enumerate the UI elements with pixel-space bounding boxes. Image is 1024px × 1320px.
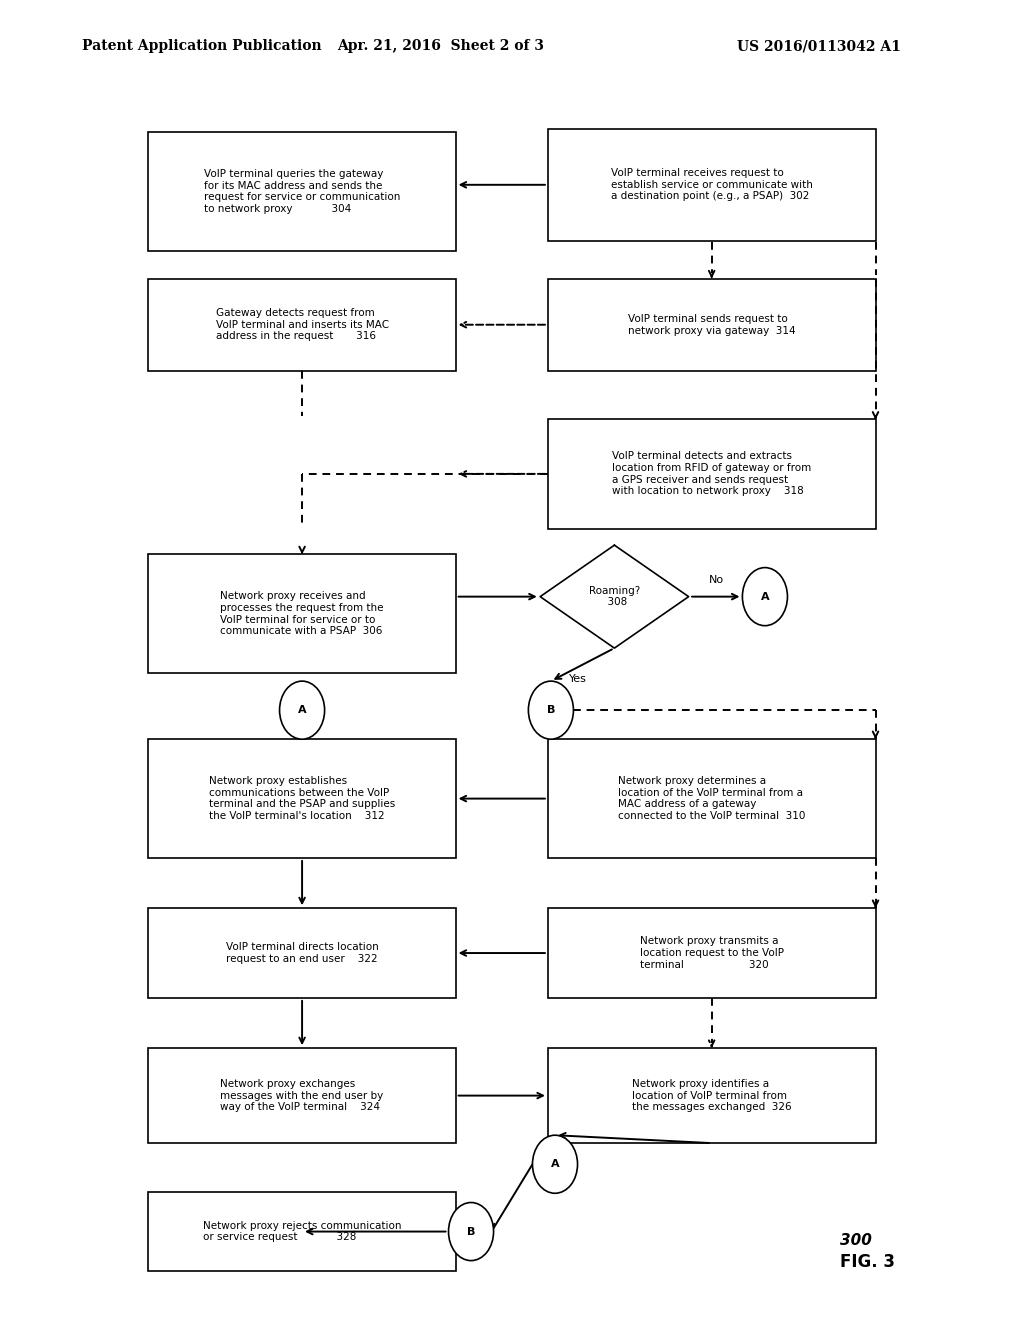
FancyBboxPatch shape: [148, 132, 456, 251]
Text: Apr. 21, 2016  Sheet 2 of 3: Apr. 21, 2016 Sheet 2 of 3: [337, 40, 544, 53]
Text: VoIP terminal queries the gateway
for its MAC address and sends the
request for : VoIP terminal queries the gateway for it…: [204, 169, 400, 214]
Text: Gateway detects request from
VoIP terminal and inserts its MAC
address in the re: Gateway detects request from VoIP termin…: [215, 308, 389, 342]
Text: Patent Application Publication: Patent Application Publication: [82, 40, 322, 53]
Text: Network proxy identifies a
location of VoIP terminal from
the messages exchanged: Network proxy identifies a location of V…: [632, 1078, 792, 1113]
Text: VoIP terminal sends request to
network proxy via gateway  314: VoIP terminal sends request to network p…: [628, 314, 796, 335]
FancyBboxPatch shape: [548, 279, 876, 371]
FancyBboxPatch shape: [548, 739, 876, 858]
Text: Yes: Yes: [569, 675, 587, 685]
Text: FIG. 3: FIG. 3: [840, 1253, 895, 1271]
Text: A: A: [551, 1159, 559, 1170]
FancyBboxPatch shape: [548, 420, 876, 528]
Text: Network proxy determines a
location of the VoIP terminal from a
MAC address of a: Network proxy determines a location of t…: [618, 776, 805, 821]
Text: B: B: [467, 1226, 475, 1237]
Text: 300: 300: [840, 1233, 871, 1247]
Circle shape: [449, 1203, 494, 1261]
Text: Network proxy rejects communication
or service request            328: Network proxy rejects communication or s…: [203, 1221, 401, 1242]
FancyBboxPatch shape: [148, 279, 456, 371]
Circle shape: [528, 681, 573, 739]
Text: VoIP terminal detects and extracts
location from RFID of gateway or from
a GPS r: VoIP terminal detects and extracts locat…: [612, 451, 811, 496]
Text: US 2016/0113042 A1: US 2016/0113042 A1: [737, 40, 901, 53]
Circle shape: [532, 1135, 578, 1193]
Circle shape: [742, 568, 787, 626]
FancyBboxPatch shape: [148, 908, 456, 998]
FancyBboxPatch shape: [148, 1048, 456, 1143]
Text: Network proxy exchanges
messages with the end user by
way of the VoIP terminal  : Network proxy exchanges messages with th…: [220, 1078, 384, 1113]
Circle shape: [280, 681, 325, 739]
FancyBboxPatch shape: [548, 1048, 876, 1143]
Text: Network proxy transmits a
location request to the VoIP
terminal                 : Network proxy transmits a location reque…: [640, 936, 783, 970]
Text: A: A: [761, 591, 769, 602]
Polygon shape: [541, 545, 688, 648]
FancyBboxPatch shape: [548, 908, 876, 998]
Text: B: B: [547, 705, 555, 715]
FancyBboxPatch shape: [148, 554, 456, 673]
Text: VoIP terminal directs location
request to an end user    322: VoIP terminal directs location request t…: [225, 942, 379, 964]
Text: Roaming?
  308: Roaming? 308: [589, 586, 640, 607]
Text: VoIP terminal receives request to
establish service or communicate with
a destin: VoIP terminal receives request to establ…: [610, 168, 813, 202]
FancyBboxPatch shape: [148, 1192, 456, 1271]
Text: Network proxy establishes
communications between the VoIP
terminal and the PSAP : Network proxy establishes communications…: [209, 776, 395, 821]
Text: No: No: [709, 576, 724, 586]
FancyBboxPatch shape: [148, 739, 456, 858]
Text: Network proxy receives and
processes the request from the
VoIP terminal for serv: Network proxy receives and processes the…: [220, 591, 384, 636]
Text: A: A: [298, 705, 306, 715]
FancyBboxPatch shape: [548, 129, 876, 242]
